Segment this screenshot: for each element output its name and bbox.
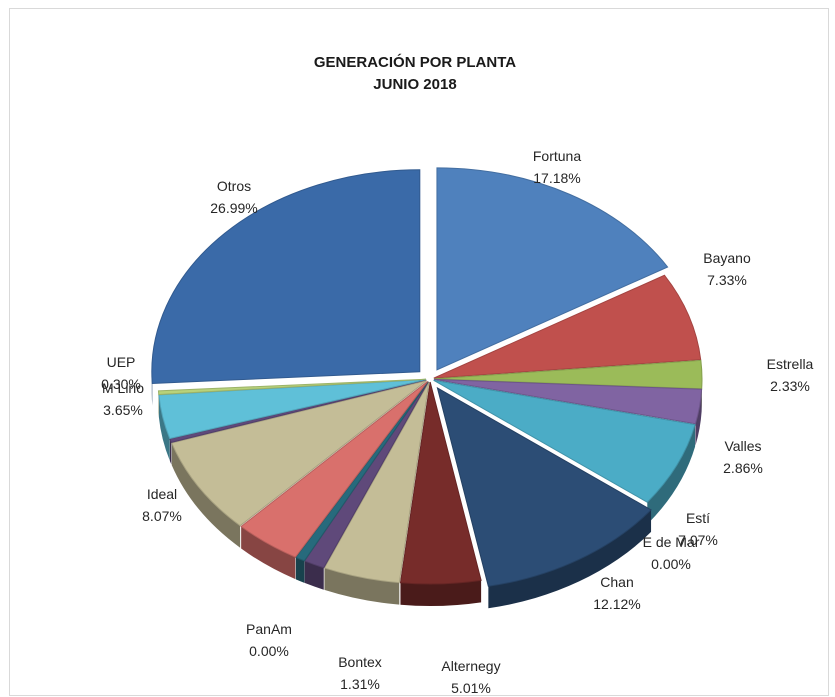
label-m-lirio: M Lirio xyxy=(102,380,144,396)
pie-slice-unlabeled-10 xyxy=(295,381,429,562)
value-label-bayano: 7.33% xyxy=(707,272,747,288)
pie-slice-side xyxy=(488,509,652,609)
pie-slice-estí xyxy=(433,379,696,503)
label-otros: Otros xyxy=(217,178,251,194)
value-label-estrella: 2.33% xyxy=(770,378,810,394)
pie-chart: GENERACIÓN POR PLANTA JUNIO 2018 Fortuna… xyxy=(101,53,813,695)
value-label-m-lirio: 3.65% xyxy=(103,402,143,418)
pie-slice-unlabeled-8 xyxy=(323,381,430,584)
pie-slice-side xyxy=(169,438,172,465)
pie-slice-bayano xyxy=(433,274,702,379)
value-label-uep: 0.30% xyxy=(101,376,141,392)
pie-slice-side xyxy=(158,394,170,461)
label-fortuna: Fortuna xyxy=(533,148,581,164)
value-label-chan: 12.12% xyxy=(593,596,640,612)
label-uep: UEP xyxy=(107,354,136,370)
pie-slice-side xyxy=(304,560,324,590)
label-estí: Estí xyxy=(686,510,710,526)
pie-slice-fortuna xyxy=(436,167,669,371)
value-label-fortuna: 17.18% xyxy=(533,170,580,186)
pie-slice-chan xyxy=(436,386,652,587)
pie-slice-side xyxy=(324,567,400,605)
value-label-estí: 7.07% xyxy=(678,532,718,548)
pie-slice-side xyxy=(400,580,482,607)
label-panam: PanAm xyxy=(246,621,292,637)
value-label-e-de-mar: 0.00% xyxy=(651,556,691,572)
chart-title: GENERACIÓN POR PLANTA xyxy=(314,53,516,71)
value-label-ideal: 8.07% xyxy=(142,508,182,524)
label-estrella: Estrella xyxy=(767,356,814,372)
value-label-alternegy: 5.01% xyxy=(451,680,491,695)
pie-slice-ideal xyxy=(171,380,427,527)
label-alternegy: Alternegy xyxy=(441,658,500,674)
pie-labels: Fortuna 17.18% Bayano 7.33% Estrella 2.33% Val… xyxy=(101,148,813,695)
chart-frame: GENERACIÓN POR PLANTA JUNIO 2018 Fortuna… xyxy=(9,8,829,696)
pie-slice-side xyxy=(241,526,296,580)
pie-slice-otros xyxy=(151,169,421,384)
value-label-bontex: 1.31% xyxy=(340,676,380,692)
pie-slice-unlabeled-12 xyxy=(240,381,429,558)
chart-subtitle: JUNIO 2018 xyxy=(373,76,456,93)
pie-slice-alternegy xyxy=(399,381,482,585)
value-label-valles: 2.86% xyxy=(723,460,763,476)
value-label-otros: 26.99% xyxy=(210,200,257,216)
pie-slices xyxy=(151,167,703,587)
label-chan: Chan xyxy=(600,574,633,590)
value-label-panam: 0.00% xyxy=(249,643,289,659)
label-ideal: Ideal xyxy=(147,486,177,502)
label-bontex: Bontex xyxy=(338,654,382,670)
pie-slice-side xyxy=(295,557,305,583)
pie-slice-valles xyxy=(433,378,703,425)
label-valles: Valles xyxy=(724,438,761,454)
pie-slice-uep xyxy=(157,378,427,396)
label-e-de-mar: E de Mar xyxy=(643,534,700,550)
label-bayano: Bayano xyxy=(703,250,751,266)
